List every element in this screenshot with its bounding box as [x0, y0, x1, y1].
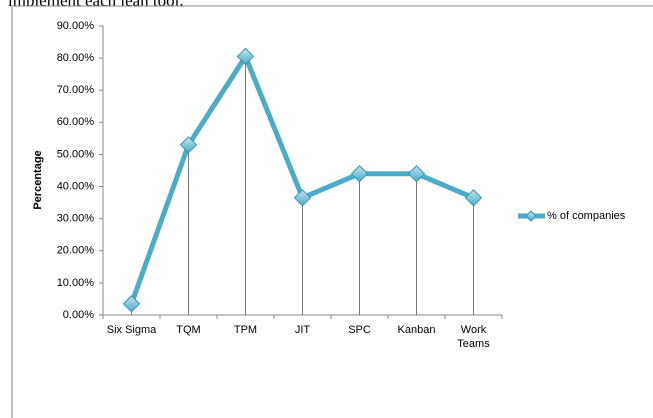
x-tick-label: TPM [233, 324, 258, 336]
y-tick-label: 40.00% [57, 180, 95, 192]
legend-label: % of companies [547, 210, 626, 222]
marker [293, 189, 312, 207]
y-tick-label: 20.00% [57, 245, 95, 257]
x-tick-label: TQM [176, 324, 201, 336]
marker [350, 165, 369, 183]
x-tick-label: Six Sigma [106, 324, 157, 336]
caption: implement each lean tool. [8, 0, 184, 10]
chart-frame [11, 5, 653, 418]
marker [236, 47, 255, 66]
y-axis-title: Percentage [32, 150, 44, 209]
x-tick-label: Work Teams [457, 324, 490, 350]
marker [407, 165, 426, 183]
legend-marker [525, 210, 537, 222]
y-tick-label: 50.00% [57, 148, 95, 160]
x-tick-label: JIT [294, 324, 311, 336]
marker [464, 189, 483, 207]
marker [179, 136, 198, 154]
y-tick-label: 0.00% [63, 309, 94, 321]
x-tick-label: SPC [348, 324, 371, 336]
y-tick-label: 10.00% [57, 277, 95, 289]
marker [122, 295, 141, 313]
y-tick-label: 30.00% [57, 213, 95, 225]
y-tick-label: 80.00% [57, 52, 95, 64]
y-tick-label: 70.00% [57, 84, 95, 96]
y-tick-label: 90.00% [57, 20, 95, 32]
y-tick-label: 60.00% [57, 116, 95, 128]
x-tick-label: Kanban [397, 324, 436, 336]
